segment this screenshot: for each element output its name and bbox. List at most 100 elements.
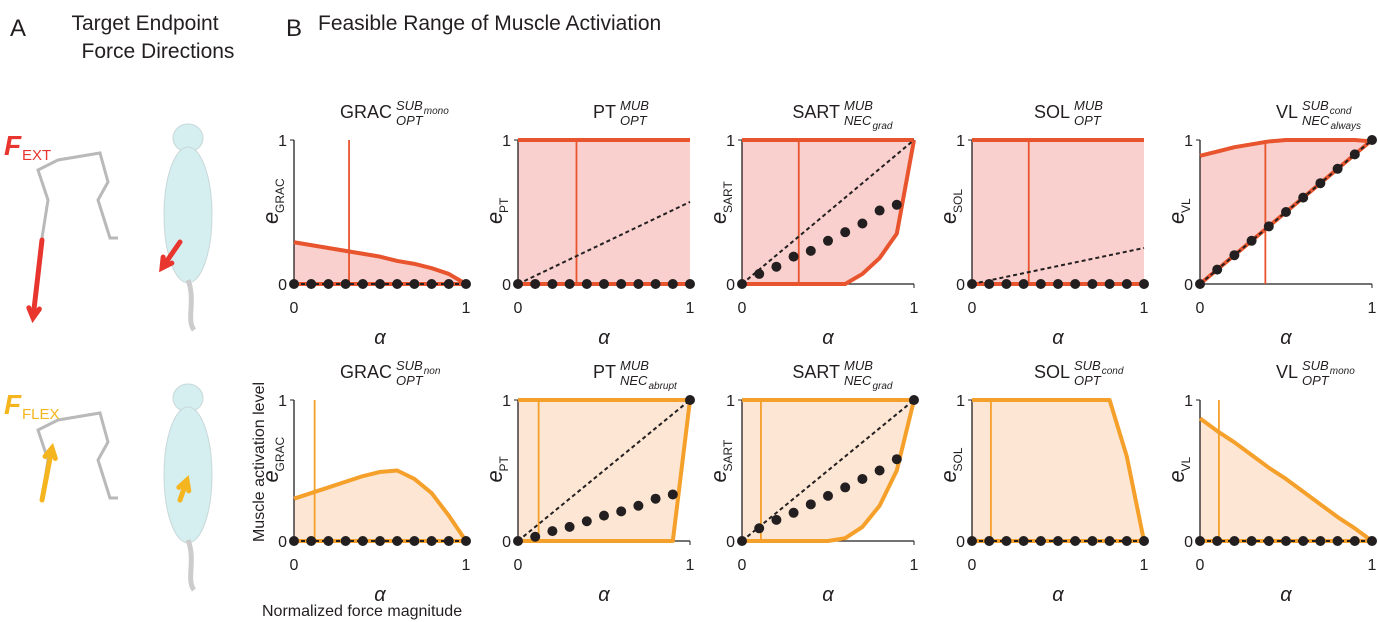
optimal-point (1332, 536, 1343, 546)
x-tick-label: 1 (462, 557, 471, 574)
dashed-line (741, 399, 915, 542)
feasible-area (518, 400, 690, 541)
x-tick-label: 0 (1196, 300, 1205, 317)
y-label-sub: VL (1179, 456, 1193, 471)
y-label-symbol: e (1164, 212, 1189, 224)
chart-title: SOL (1034, 102, 1070, 122)
y-tick-label: 1 (956, 393, 965, 410)
x-tick-label: 1 (1368, 557, 1377, 574)
leg-sketch (36, 151, 118, 500)
y-label-symbol: e (258, 212, 283, 224)
y-label-symbol: e (936, 470, 961, 482)
optimal-point (1349, 536, 1360, 546)
optimal-point (323, 536, 334, 546)
optimal-point (392, 536, 403, 546)
title-sup-sub: cond (1102, 366, 1124, 377)
title-sub: OPT (1302, 373, 1330, 388)
optimal-point (1070, 536, 1081, 546)
y-label-symbol: e (1164, 470, 1189, 482)
optimal-point (1212, 264, 1223, 275)
x-axis-label: α (1052, 327, 1064, 349)
optimal-point (443, 536, 454, 546)
optimal-point (771, 261, 782, 272)
dashed-line (741, 139, 915, 285)
y-tick-label: 0 (502, 534, 511, 551)
title-sub: NEC (844, 113, 872, 128)
chart-title: VL (1276, 362, 1298, 382)
x-axis-label: α (822, 584, 834, 606)
y-label-sub: GRAC (273, 178, 287, 213)
feasible-area (742, 400, 914, 541)
y-label-symbol: e (482, 470, 507, 482)
optimal-point (1332, 163, 1343, 174)
y-label-symbol: e (706, 212, 731, 224)
upper-bound (1198, 416, 1374, 543)
title-sub-sub: grad (872, 121, 892, 132)
panel-title: Target Endpoint (71, 12, 218, 35)
y-label-symbol: e (258, 470, 283, 482)
x-tick-label: 0 (968, 557, 977, 574)
upper-bound (293, 240, 468, 286)
chart-title: PT (593, 102, 616, 122)
y-tick-label: 1 (1184, 393, 1193, 410)
optimal-point (306, 536, 317, 546)
y-label-symbol: e (482, 212, 507, 224)
optimal-point (409, 536, 420, 546)
optimal-point (633, 500, 644, 511)
y-tick-label: 0 (278, 534, 287, 551)
title-sub-sub: abrupt (648, 381, 678, 392)
y-axis-label: eVL (1164, 198, 1193, 224)
optimal-point (1229, 250, 1240, 261)
x-tick-label: 1 (1368, 300, 1377, 317)
optimal-point (581, 279, 592, 289)
optimal-point (357, 536, 368, 546)
y-axis-label: eVL (1164, 456, 1193, 482)
dashed-line (517, 399, 691, 542)
optimal-point (1281, 207, 1291, 217)
optimal-point (1104, 536, 1115, 546)
x-axis-label: α (374, 584, 386, 606)
force-arrows (26, 237, 192, 503)
x-tick-label: 1 (1140, 557, 1149, 574)
title-sup: MUB (620, 358, 649, 373)
x-axis-label: α (598, 584, 610, 606)
x-axis-label: α (374, 327, 386, 349)
x-axis-label: α (598, 327, 610, 349)
optimal-point (667, 489, 678, 500)
y-axis-label: ePT (482, 455, 511, 482)
optimal-point (1212, 536, 1223, 546)
optimal-point (1349, 149, 1360, 160)
x-tick-label: 0 (514, 300, 523, 317)
optimal-point (633, 279, 644, 289)
optimal-point (650, 279, 661, 289)
x-tick-label: 1 (686, 557, 695, 574)
optimal-point (1053, 536, 1063, 546)
x-axis-label: α (1052, 584, 1064, 606)
title-sup: MUB (844, 98, 873, 113)
shared-x-label: Normalized force magnitude (262, 603, 462, 620)
optimal-point (984, 536, 995, 546)
title-sup-sub: non (424, 366, 441, 377)
title-sub: NEC (620, 373, 648, 388)
optimal-point (1070, 279, 1081, 289)
title-sub: OPT (1074, 373, 1102, 388)
y-tick-label: 1 (956, 133, 965, 150)
optimal-point (823, 235, 833, 246)
optimal-point (1315, 536, 1326, 546)
title-sup: MUB (844, 358, 873, 373)
title-sup: SUB (396, 98, 423, 113)
optimal-point (564, 279, 575, 289)
chart-title: SOL (1034, 362, 1070, 382)
optimal-point (409, 279, 420, 289)
optimal-point (1018, 536, 1029, 546)
x-tick-label: 0 (290, 300, 299, 317)
optimal-point (667, 279, 678, 289)
y-tick-label: 0 (956, 534, 965, 551)
title-sub: NEC (1302, 113, 1330, 128)
y-label-sub: SOL (951, 447, 965, 471)
title-sup: SUB (1074, 358, 1101, 373)
